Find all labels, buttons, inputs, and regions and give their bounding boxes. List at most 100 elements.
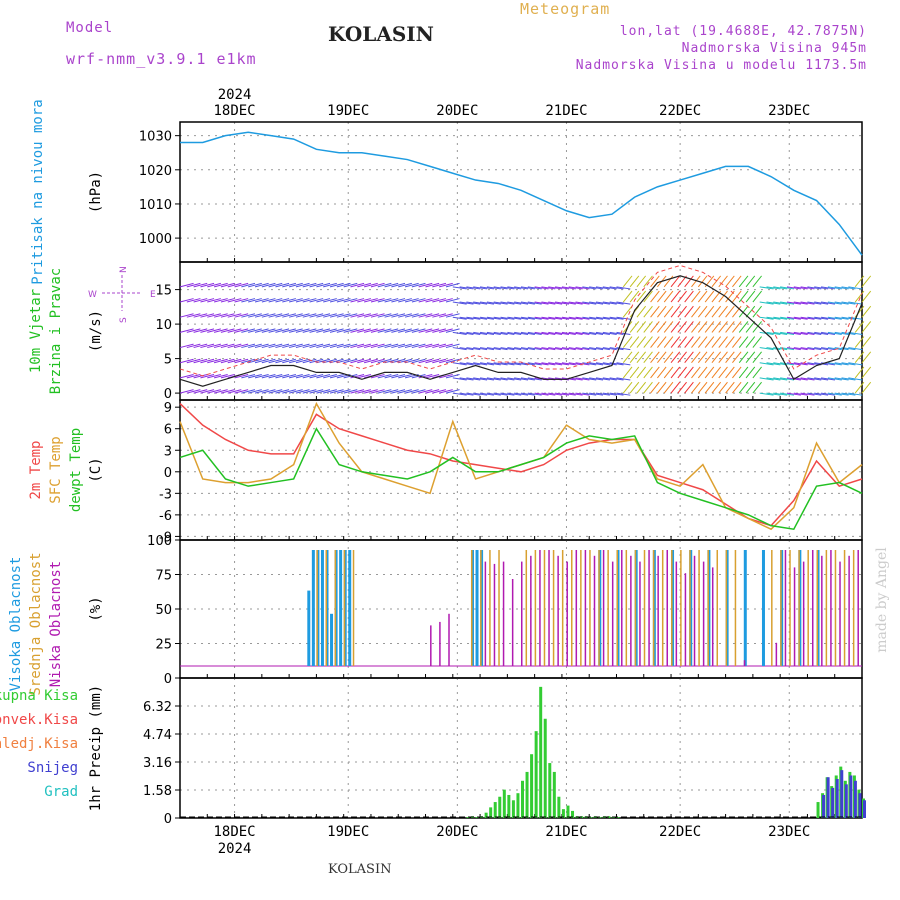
wind-barb (548, 286, 563, 290)
wind-barb (391, 373, 406, 379)
wind-speed-line (179, 275, 863, 387)
wind-barb (207, 343, 221, 349)
wind-barb (548, 392, 563, 396)
mid-cloud-bar (525, 550, 528, 666)
wind-barb (834, 392, 849, 396)
y-tick-label: 0 (164, 466, 172, 481)
wind-barb (595, 347, 610, 351)
wind-barb (773, 377, 788, 381)
high-cloud-bar (348, 550, 352, 666)
wind-barb (343, 298, 358, 303)
wind-barb (336, 282, 351, 288)
wind-barb (766, 316, 781, 320)
wind-barb (582, 392, 597, 396)
bottom-day-label: 18DEC (213, 824, 255, 840)
mid-cloud-bar-group (316, 550, 855, 666)
wind-barb (309, 343, 324, 349)
wind-barb (670, 366, 681, 379)
wind-barb (650, 351, 660, 364)
wind-barb (404, 282, 419, 288)
wind-barb (186, 313, 201, 318)
y-tick-label: -9 (159, 530, 172, 545)
wind-barb (786, 392, 801, 396)
wind-barb (704, 381, 715, 394)
low-cloud-bar (430, 625, 432, 666)
wind-barb (800, 316, 815, 320)
wind-barb (411, 328, 426, 333)
wind-barb (834, 347, 849, 351)
wind-barb (773, 331, 788, 335)
wind-barb (445, 313, 460, 318)
wind-barb (609, 362, 624, 366)
wind-barb (718, 321, 728, 333)
wind-barb (282, 282, 296, 288)
wind-barb (622, 290, 633, 303)
wind-barb (507, 301, 522, 305)
wind-barb (725, 321, 735, 333)
wind-barb (650, 381, 660, 394)
wind-barb (500, 377, 515, 381)
wind-barb (493, 362, 508, 366)
wind-barb (650, 305, 660, 318)
wind-barb (834, 377, 849, 381)
wind-barb (309, 313, 324, 318)
wind-barb (507, 392, 522, 396)
wind-barb (738, 351, 749, 364)
wind-barb (207, 313, 221, 318)
low-cloud-bar (630, 555, 632, 666)
wind-barb (861, 321, 872, 333)
wind-barb (555, 347, 570, 351)
temp-side-label: dewpt Temp (68, 428, 84, 512)
wind-barb (254, 358, 269, 364)
wind-barb (534, 347, 549, 351)
wind-barb (821, 377, 835, 381)
wind-barb (179, 343, 194, 349)
wind-barb (663, 290, 674, 303)
wind-barb (186, 358, 201, 364)
wind-barb (582, 362, 597, 366)
wind-barb (248, 343, 262, 349)
low-cloud-bar (811, 550, 814, 666)
wind-barb (821, 347, 835, 351)
wind-barb (268, 373, 283, 379)
wind-barb (561, 392, 576, 396)
wind-barb (773, 301, 788, 305)
compass-e: E (150, 290, 156, 300)
wind-barb (391, 282, 406, 288)
wind-barb (500, 362, 515, 366)
y-tick-label: 3 (164, 444, 172, 459)
wind-barb (302, 282, 317, 288)
wind-barb (738, 321, 749, 333)
wind-gust-line (179, 264, 863, 377)
wind-barb (445, 343, 460, 349)
wind-barb (384, 343, 399, 349)
wind-barb (179, 373, 194, 379)
wind-barb (752, 366, 762, 379)
wind-barb (418, 389, 433, 394)
wind-barb (738, 366, 749, 379)
wind-barb (514, 362, 529, 366)
wind-barb (595, 392, 610, 396)
wind-barb (295, 313, 310, 318)
wind-barb (302, 389, 317, 394)
total-precip-bar (561, 809, 565, 818)
wind-barb (200, 343, 215, 349)
wind-barb (609, 301, 624, 305)
wind-barb (261, 298, 276, 303)
wind-barb (343, 282, 358, 288)
wind-barb (650, 275, 660, 288)
wind-barb (568, 286, 583, 290)
wind-barb (357, 313, 372, 318)
wind-barb (582, 316, 597, 320)
wind-barb (766, 331, 781, 335)
wind-barb (643, 366, 653, 379)
low-cloud-bar (802, 561, 805, 666)
total-precip-bar (616, 817, 620, 818)
wind-barb (636, 336, 647, 348)
wind-barb (500, 301, 515, 305)
wind-barb (745, 305, 756, 318)
wind-barb (398, 389, 412, 394)
wind-barb (241, 373, 256, 379)
wind-barb (302, 313, 317, 318)
wind-barb (643, 275, 653, 288)
